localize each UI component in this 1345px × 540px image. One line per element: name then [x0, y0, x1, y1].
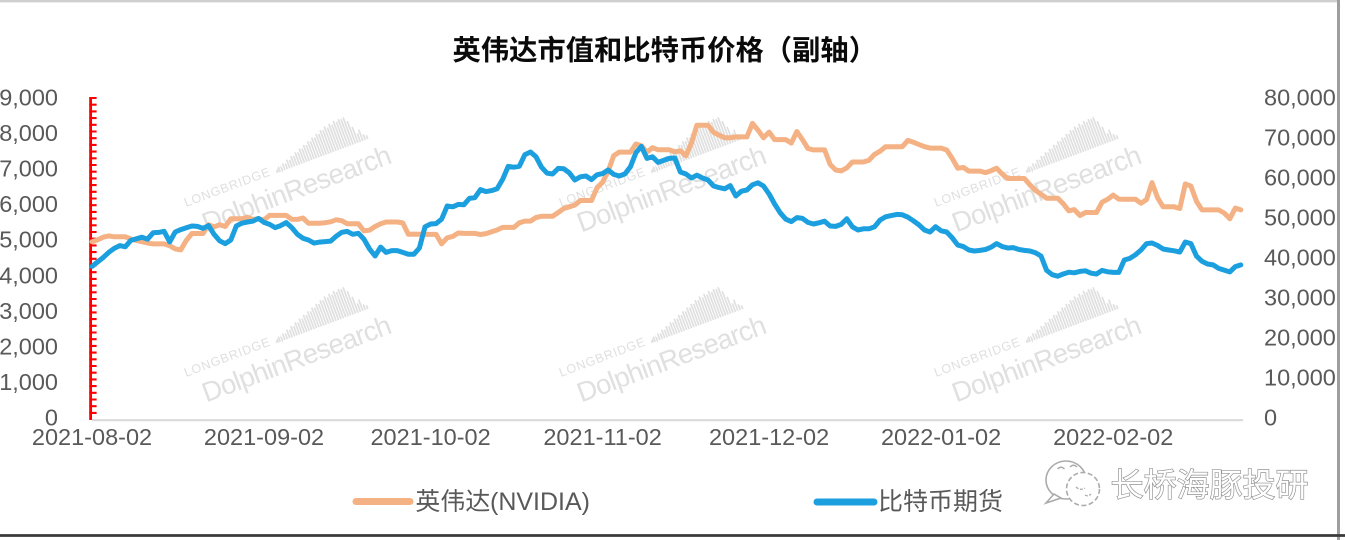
svg-text:80,000: 80,000 — [1264, 85, 1336, 111]
svg-text:2021-12-02: 2021-12-02 — [709, 424, 829, 450]
svg-text:3,000: 3,000 — [0, 298, 58, 324]
svg-text:2022-02-02: 2022-02-02 — [1053, 424, 1173, 450]
svg-text:(NVIDIA): (NVIDIA) — [490, 488, 590, 516]
svg-text:4,000: 4,000 — [0, 262, 58, 288]
svg-text:2021-11-02: 2021-11-02 — [543, 424, 661, 450]
svg-text:70,000: 70,000 — [1264, 125, 1336, 151]
svg-text:2021-09-02: 2021-09-02 — [204, 424, 324, 450]
svg-text:1,000: 1,000 — [0, 369, 58, 395]
svg-text:0: 0 — [45, 405, 58, 431]
svg-text:40,000: 40,000 — [1264, 245, 1336, 271]
svg-text:6,000: 6,000 — [0, 191, 58, 217]
svg-text:5,000: 5,000 — [0, 227, 58, 253]
svg-text:9,000: 9,000 — [0, 85, 58, 111]
svg-text:2022-01-02: 2022-01-02 — [881, 424, 1001, 450]
svg-text:2021-08-02: 2021-08-02 — [32, 424, 152, 450]
svg-text:60,000: 60,000 — [1264, 165, 1336, 191]
svg-text:30,000: 30,000 — [1264, 285, 1336, 311]
svg-text:8,000: 8,000 — [0, 120, 58, 146]
svg-text:2,000: 2,000 — [0, 333, 58, 359]
svg-text:2021-10-02: 2021-10-02 — [370, 424, 490, 450]
svg-text:7,000: 7,000 — [0, 156, 58, 182]
svg-text:50,000: 50,000 — [1264, 205, 1336, 231]
svg-text:10,000: 10,000 — [1264, 365, 1336, 391]
svg-text:20,000: 20,000 — [1264, 325, 1336, 351]
svg-text:0: 0 — [1264, 405, 1277, 431]
